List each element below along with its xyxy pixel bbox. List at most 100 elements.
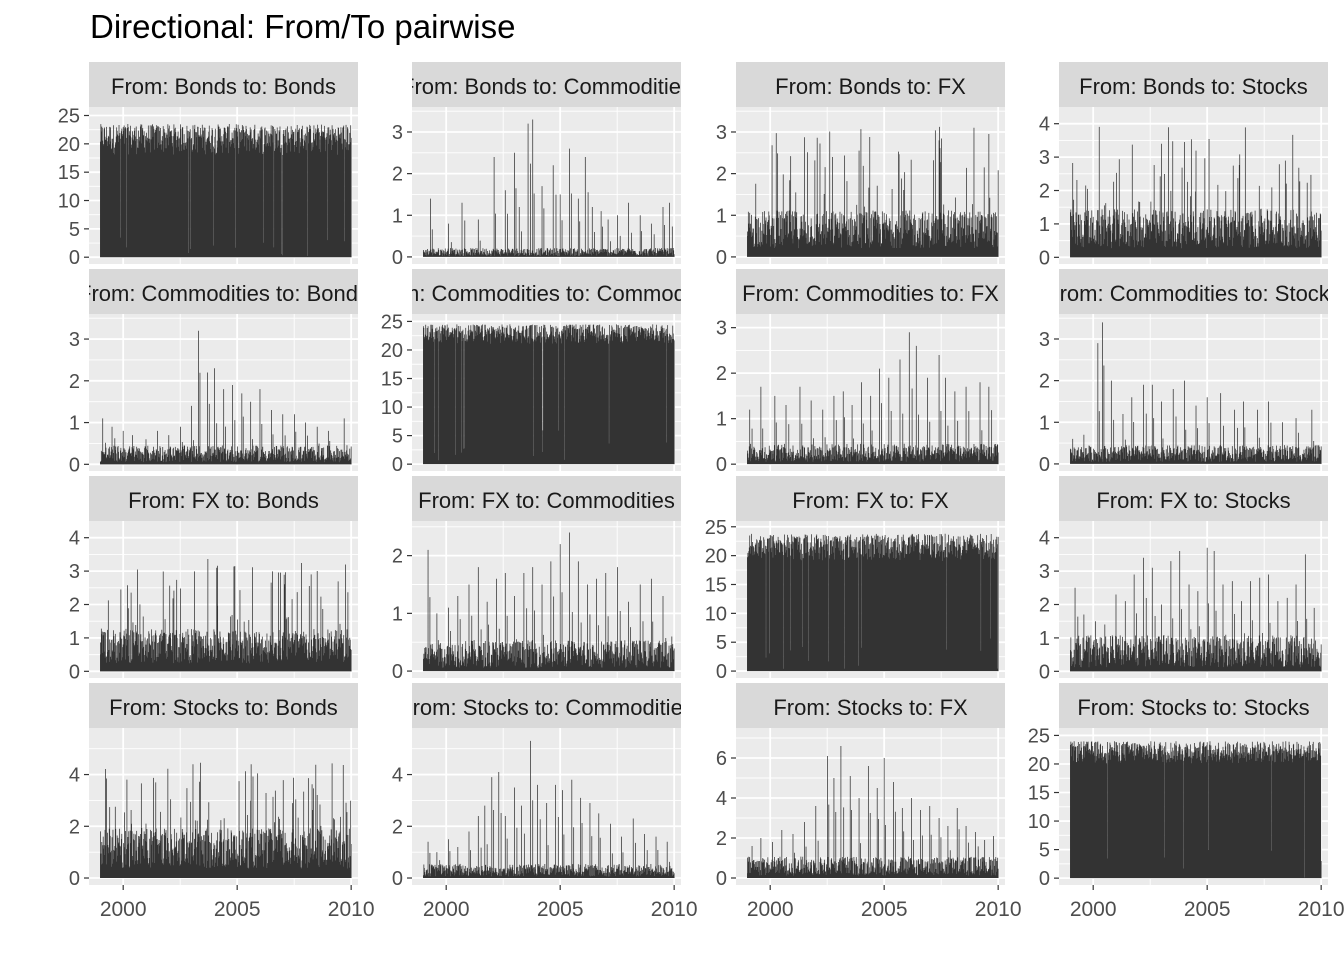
- facet-panel: From: FX to: FX 0 5 10 15 20 25: [705, 476, 1005, 683]
- x-tick-label: 2010: [1298, 898, 1344, 921]
- facet-panel: From: Commodities to: Bonds 0 1 2 3: [69, 269, 369, 476]
- bar-series: [747, 332, 999, 465]
- y-tick-label: 3: [716, 122, 727, 144]
- y-tick-label: 2: [69, 595, 80, 617]
- facet-strip: [1059, 62, 1328, 107]
- bar-series: [1070, 322, 1322, 464]
- facet-strip-label: From: Commodities to: Bonds: [78, 281, 369, 306]
- y-tick-label: 0: [1039, 868, 1050, 890]
- facet-panel: From: Bonds to: Bonds 0 5 10 15 20 25: [58, 62, 358, 269]
- y-tick-label: 5: [69, 219, 80, 241]
- y-tick-label: 15: [705, 574, 727, 596]
- y-tick-label: 0: [392, 454, 403, 476]
- facet-strip: [736, 62, 1005, 107]
- facet-panel: From: FX to: Stocks 0 1 2 3 4: [1039, 476, 1328, 683]
- y-tick-label: 2: [69, 816, 80, 838]
- y-tick-label: 25: [705, 517, 727, 539]
- y-tick-label: 1: [69, 628, 80, 650]
- facet-panel: From: FX to: Commodities 0 1 2: [392, 476, 681, 683]
- y-tick-label: 2: [1039, 595, 1050, 617]
- y-tick-label: 4: [716, 788, 727, 810]
- y-tick-label: 20: [1028, 754, 1050, 776]
- facet-strip-label: From: Stocks to: Bonds: [109, 695, 338, 720]
- facet-strip: [89, 269, 358, 314]
- facet-strip: [412, 476, 681, 521]
- y-tick-label: 1: [1039, 214, 1050, 236]
- y-tick-label: 0: [392, 247, 403, 269]
- x-tick-label: 2010: [328, 898, 375, 921]
- facet-panel: From: FX to: Bonds 0 1 2 3 4: [69, 476, 358, 683]
- y-tick-label: 0: [716, 868, 727, 890]
- y-tick-label: 2: [392, 816, 403, 838]
- facet-panel: From: Bonds to: Stocks 0 1 2 3 4: [1039, 62, 1328, 269]
- y-tick-label: 4: [392, 765, 403, 787]
- facet-panel: From: Stocks to: FX 0 2 4 6 2000 2005 2010: [716, 683, 1022, 921]
- facet-panel: From: Stocks to: Bonds 0 2 4 2000 2005 2010: [69, 683, 375, 921]
- facet-strip: [1059, 269, 1328, 314]
- y-tick-label: 1: [716, 205, 727, 227]
- facet-strip-label: From: Stocks to: Stocks: [1077, 695, 1309, 720]
- facet-strip-label: From: Commodities to: FX: [742, 281, 999, 306]
- facet-strip-label: From: Commodities to: Stocks: [1046, 281, 1341, 306]
- bar-series: [747, 126, 999, 257]
- y-tick-label: 20: [381, 340, 403, 362]
- facet-strip-label: From: FX to: Stocks: [1096, 488, 1290, 513]
- y-tick-label: 0: [1039, 661, 1050, 683]
- bar-series: [423, 119, 675, 257]
- facet-strip: [736, 269, 1005, 314]
- y-tick-label: 25: [1028, 725, 1050, 747]
- y-tick-label: 10: [381, 397, 403, 419]
- y-tick-label: 0: [69, 454, 80, 476]
- facet-strip: [412, 269, 681, 314]
- y-tick-label: 10: [705, 603, 727, 625]
- y-tick-label: 2: [392, 546, 403, 568]
- facet-panel: From: Stocks to: Commodities 0 2 4 2000 2005 2…: [392, 683, 698, 921]
- x-tick-label: 2000: [1070, 898, 1117, 921]
- x-tick-label: 2005: [1184, 898, 1231, 921]
- y-tick-label: 1: [69, 413, 80, 435]
- facet-panel: From: Commodities to: Stocks 0 1 2 3: [1039, 269, 1341, 476]
- y-tick-label: 5: [392, 426, 403, 448]
- y-tick-label: 1: [1039, 628, 1050, 650]
- y-tick-label: 15: [1028, 783, 1050, 805]
- y-tick-label: 3: [1039, 561, 1050, 583]
- facet-strip-label: From: Bonds to: FX: [775, 74, 966, 99]
- y-tick-label: 2: [716, 164, 727, 186]
- y-tick-label: 3: [1039, 147, 1050, 169]
- x-tick-label: 2000: [747, 898, 794, 921]
- facet-strip: [412, 683, 681, 728]
- y-tick-label: 0: [1039, 454, 1050, 476]
- y-tick-label: 3: [392, 122, 403, 144]
- bar-series: [1070, 126, 1322, 258]
- bar-series: [747, 533, 999, 672]
- y-tick-label: 0: [716, 247, 727, 269]
- facet-strip: [89, 683, 358, 728]
- facet-strip-label: From: Bonds to: Commodities: [401, 74, 692, 99]
- facet-strip-label: From: Stocks to: Commodities: [399, 695, 694, 720]
- y-tick-label: 2: [716, 828, 727, 850]
- bar-series: [100, 124, 352, 258]
- bar-series: [100, 559, 352, 672]
- y-tick-label: 4: [69, 528, 80, 550]
- y-tick-label: 0: [392, 868, 403, 890]
- y-tick-label: 3: [69, 561, 80, 583]
- y-tick-label: 0: [69, 868, 80, 890]
- facet-panel: From: Bonds to: Commodities 0 1 2 3: [392, 62, 692, 269]
- x-tick-label: 2005: [214, 898, 261, 921]
- facet-strip-label: From: Bonds to: Stocks: [1079, 74, 1308, 99]
- facet-strip: [1059, 683, 1328, 728]
- facet-panel: From: Commodities to: FX 0 1 2 3: [716, 269, 1005, 476]
- y-tick-label: 20: [705, 546, 727, 568]
- y-tick-label: 2: [716, 363, 727, 385]
- y-tick-label: 10: [58, 191, 80, 213]
- y-tick-label: 1: [1039, 412, 1050, 434]
- facet-strip-label: From: FX to: Commodities: [418, 488, 675, 513]
- x-tick-label: 2000: [100, 898, 147, 921]
- y-tick-label: 2: [69, 371, 80, 393]
- y-tick-label: 1: [716, 409, 727, 431]
- bar-series: [1070, 741, 1322, 879]
- y-tick-label: 3: [716, 318, 727, 340]
- y-tick-label: 5: [716, 632, 727, 654]
- y-tick-label: 0: [716, 454, 727, 476]
